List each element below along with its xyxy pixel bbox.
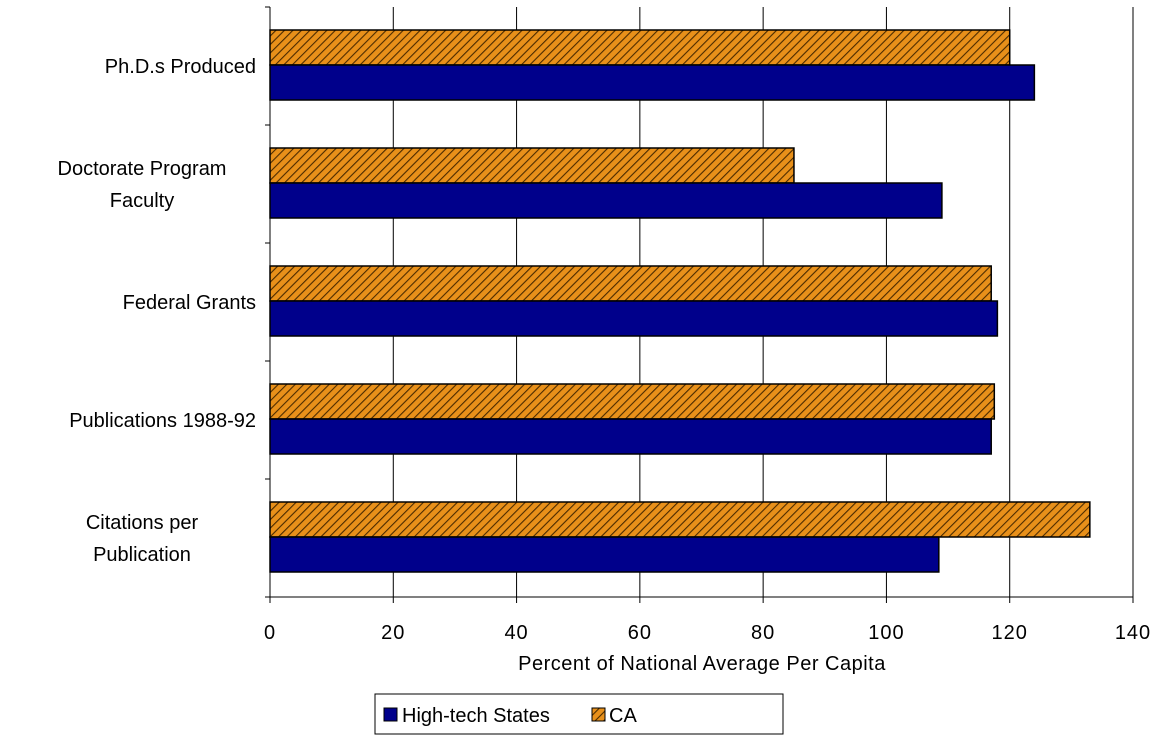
category-label-0: Ph.D.s Produced bbox=[105, 56, 256, 78]
x-tick-label: 100 bbox=[868, 622, 904, 644]
x-tick-label: 60 bbox=[628, 622, 652, 644]
x-tick-label: 120 bbox=[992, 622, 1028, 644]
legend-swatch-high-tech bbox=[383, 707, 398, 722]
bar-ca-1 bbox=[269, 147, 795, 184]
x-tick-label: 0 bbox=[264, 622, 276, 644]
bar-ca-3 bbox=[269, 383, 996, 420]
x-axis-title: Percent of National Average Per Capita bbox=[518, 653, 886, 675]
legend-label-high-tech: High-tech States bbox=[402, 705, 550, 727]
bars bbox=[269, 29, 1091, 573]
bar-ca-0 bbox=[269, 29, 1011, 66]
bar-high-tech-1 bbox=[269, 182, 943, 219]
legend-swatch-ca bbox=[591, 707, 606, 722]
category-label-3: Publications 1988-92 bbox=[69, 410, 256, 432]
legend-box bbox=[374, 693, 784, 735]
category-label-2: Federal Grants bbox=[123, 292, 256, 314]
axes bbox=[265, 6, 1134, 603]
x-tick-label: 140 bbox=[1115, 622, 1151, 644]
x-tick-label: 20 bbox=[381, 622, 405, 644]
bar-ca-4 bbox=[269, 501, 1091, 538]
x-tick-label: 40 bbox=[504, 622, 528, 644]
x-tick-label: 80 bbox=[751, 622, 775, 644]
bar-high-tech-2 bbox=[269, 300, 999, 337]
category-label-1: Doctorate Program Faculty bbox=[58, 158, 227, 212]
legend-label-ca: CA bbox=[609, 705, 637, 727]
bar-high-tech-0 bbox=[269, 64, 1036, 101]
category-label-4: Citations per Publication bbox=[86, 512, 199, 566]
x-tick-labels: 0 20 40 60 80 100 120 140 bbox=[264, 622, 1151, 644]
bar-ca-2 bbox=[269, 265, 992, 302]
category-labels: Ph.D.s Produced Doctorate Program Faculty F… bbox=[58, 56, 256, 566]
bar-high-tech-3 bbox=[269, 418, 992, 455]
legend: High-tech States CA bbox=[374, 693, 784, 735]
bar-high-tech-4 bbox=[269, 536, 940, 573]
